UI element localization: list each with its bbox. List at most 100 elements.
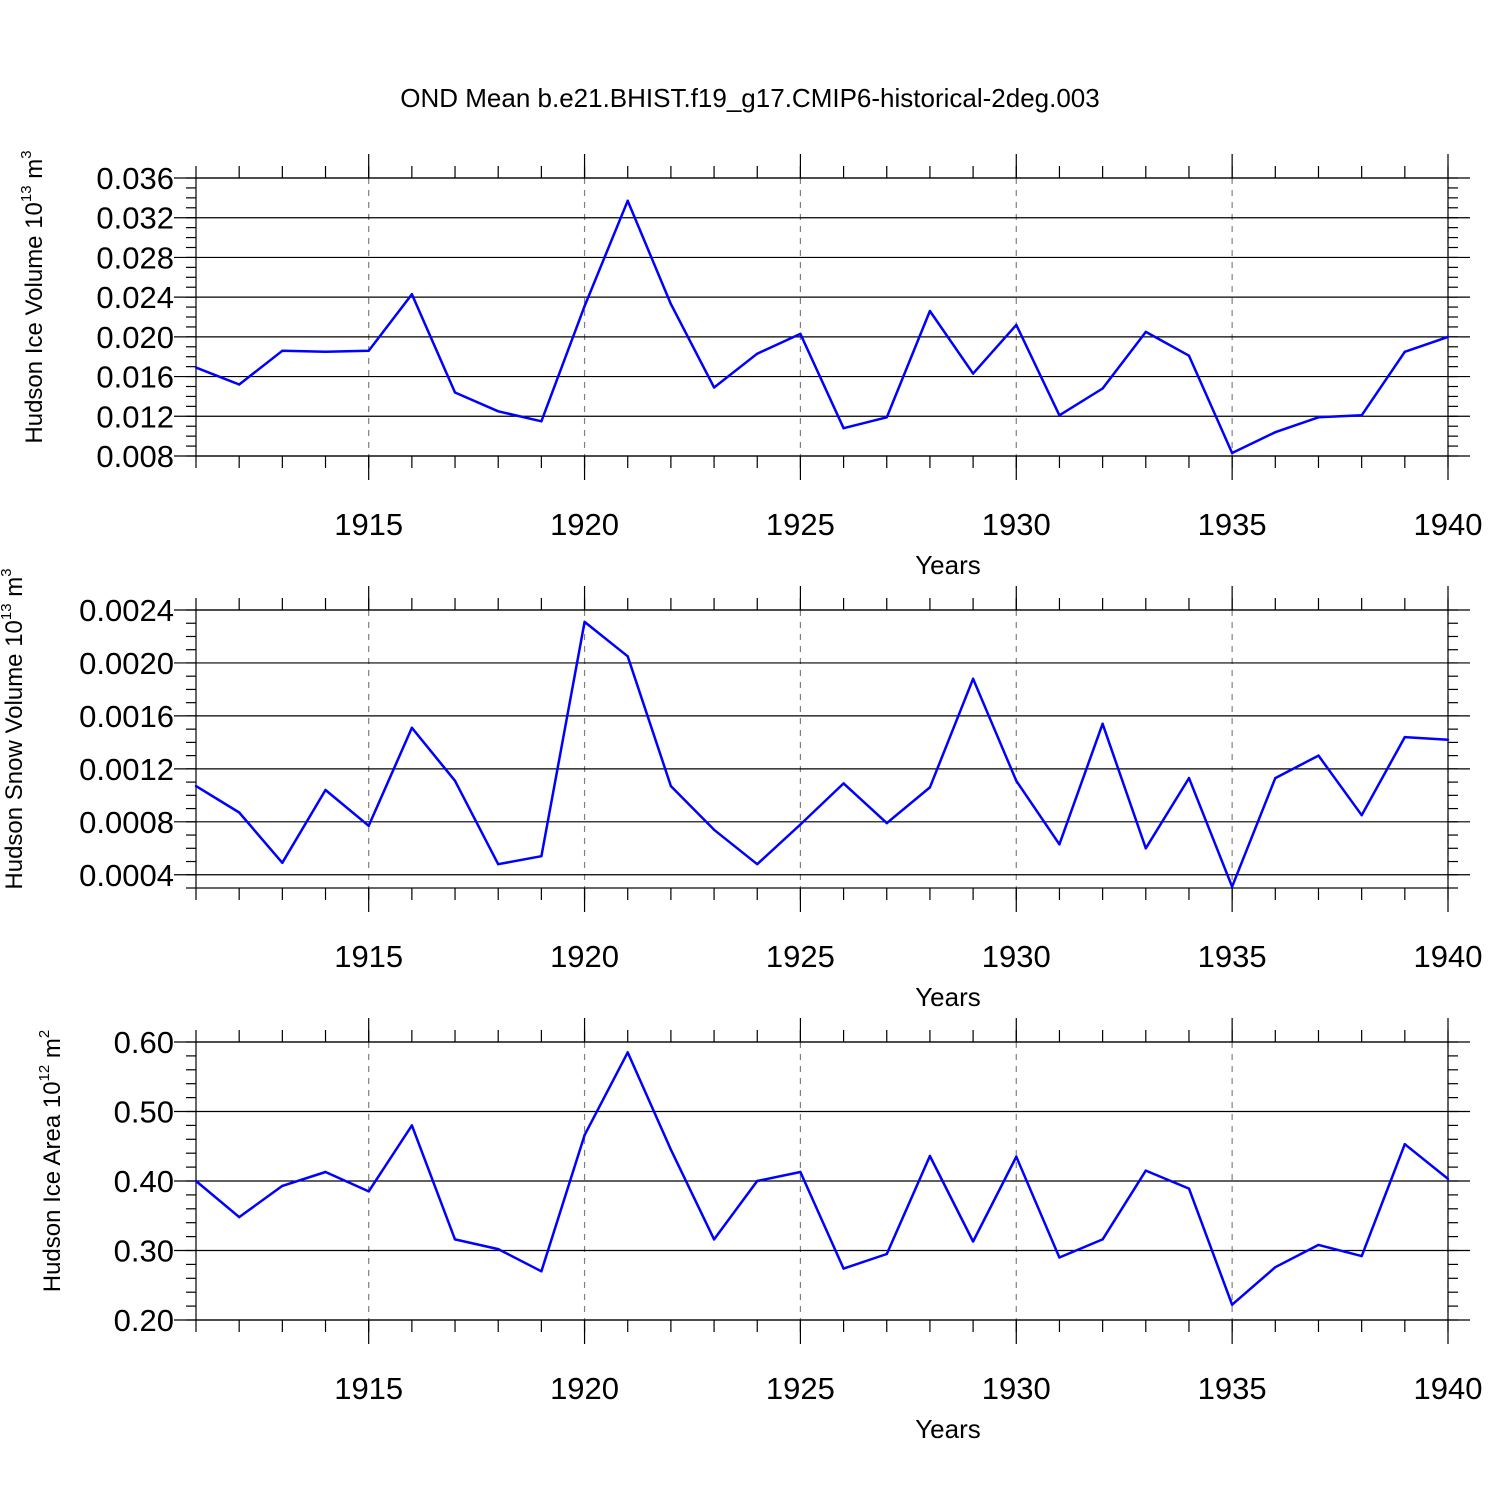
- data-point: [1317, 416, 1320, 419]
- y-tick-label: 0.0004: [79, 858, 174, 893]
- data-point: [1274, 776, 1277, 780]
- data-point: [1187, 1187, 1191, 1190]
- data-point: [367, 824, 370, 827]
- data-point: [1101, 387, 1104, 390]
- y-tick-label: 0.60: [114, 1025, 174, 1060]
- panel-1: 1915 1920 1925 1930 1935 1940 0.008 0.012 0.016 0…: [18, 150, 1482, 580]
- data-point: [799, 823, 802, 826]
- y-axis-label-unit: m: [39, 1038, 66, 1065]
- y-axis-label: Hudson Ice Volume 1013 m3: [18, 150, 48, 443]
- x-tick-label: 1935: [1198, 939, 1267, 974]
- data-point: [712, 386, 716, 389]
- data-point: [1015, 323, 1018, 327]
- data-point: [410, 726, 414, 730]
- x-tick-label: 1925: [766, 939, 835, 974]
- data-point: [1446, 1177, 1450, 1181]
- data-point: [885, 416, 888, 419]
- data-point: [237, 811, 241, 814]
- data-point: [1058, 1256, 1061, 1259]
- data-point: [540, 855, 543, 858]
- x-tick-label: 1930: [982, 1371, 1051, 1406]
- data-point: [410, 1124, 414, 1127]
- data-point: [928, 786, 932, 789]
- data-point: [971, 677, 975, 681]
- x-tick-label: 1915: [334, 1371, 403, 1406]
- y-tick-label: 0.20: [114, 1303, 174, 1338]
- data-point: [971, 372, 975, 375]
- data-point: [885, 821, 888, 825]
- data-point: [1446, 335, 1450, 339]
- y-tick-label: 0.020: [96, 320, 174, 355]
- panels: 1915 1920 1925 1930 1935 1940 0.008 0.012 0.016 0…: [0, 150, 1482, 1444]
- data-point: [1187, 776, 1191, 780]
- data-point: [669, 784, 673, 788]
- data-point: [1144, 330, 1147, 334]
- data-point: [194, 1179, 198, 1183]
- data-point: [1058, 414, 1061, 417]
- series-line: [195, 199, 1449, 455]
- data-point: [799, 1170, 802, 1174]
- data-point: [1101, 722, 1104, 726]
- panel-3: 1915 1920 1925 1930 1935 1940 0.20 0.30 0.40 0.50…: [36, 1018, 1482, 1444]
- data-point: [324, 1170, 327, 1174]
- y-tick-label: 0.024: [96, 280, 174, 315]
- series-line: [195, 1051, 1449, 1306]
- x-tick-label: 1920: [550, 1371, 619, 1406]
- data-point: [756, 352, 759, 355]
- data-point: [324, 788, 327, 792]
- data-point: [1317, 754, 1320, 757]
- data-point: [1403, 735, 1407, 739]
- data-point: [367, 1190, 370, 1193]
- x-tick-label: 1915: [334, 507, 403, 542]
- data-point: [497, 410, 500, 413]
- y-tick-label: 0.0024: [79, 593, 174, 628]
- data-point: [497, 862, 500, 866]
- data-point: [1230, 1303, 1234, 1306]
- plot-frame: [195, 177, 1449, 457]
- data-point: [1274, 430, 1277, 434]
- y-tick-label: 0.40: [114, 1164, 174, 1199]
- data-point: [842, 427, 845, 430]
- x-axis-label: Years: [915, 550, 981, 580]
- data-point: [237, 383, 241, 386]
- data-point: [928, 309, 932, 313]
- x-axis-label: Years: [915, 1414, 981, 1444]
- data-point: [1015, 1155, 1018, 1158]
- data-point: [1144, 1169, 1147, 1172]
- x-tick-label: 1920: [550, 939, 619, 974]
- y-axis-label-unit-exponent: 3: [18, 150, 35, 158]
- y-axis-label: Hudson Snow Volume 1013 m3: [0, 568, 28, 889]
- y-axis-label-unit: m: [1, 577, 28, 604]
- data-point: [1015, 779, 1018, 782]
- data-point: [756, 1179, 759, 1183]
- x-tick-label: 1935: [1198, 1371, 1267, 1406]
- data-point: [799, 332, 802, 336]
- y-tick-label: 0.036: [96, 161, 174, 196]
- x-tick-label: 1940: [1414, 507, 1483, 542]
- data-point: [583, 1133, 586, 1137]
- data-point: [1403, 1142, 1407, 1146]
- y-tick-label: 0.30: [114, 1234, 174, 1269]
- data-point: [1230, 451, 1234, 455]
- y-axis-label-exponent: 13: [18, 185, 35, 202]
- data-point: [281, 349, 284, 352]
- y-tick-label: 0.032: [96, 201, 174, 236]
- data-point: [453, 779, 457, 782]
- data-point: [626, 199, 629, 203]
- series-line: [195, 620, 1449, 888]
- data-point: [756, 862, 759, 866]
- data-point: [669, 1148, 673, 1151]
- y-tick-label: 0.012: [96, 399, 174, 434]
- x-tick-label: 1940: [1414, 1371, 1483, 1406]
- y-tick-label: 0.0012: [79, 752, 174, 787]
- data-point: [842, 1267, 845, 1270]
- data-point: [1144, 847, 1147, 850]
- data-point: [1317, 1243, 1320, 1247]
- y-axis-label-unit-exponent: 2: [36, 1030, 53, 1038]
- data-point: [583, 620, 586, 624]
- data-point: [237, 1215, 241, 1219]
- y-tick-label: 0.0016: [79, 699, 174, 734]
- data-point: [410, 292, 414, 296]
- x-tick-label: 1935: [1198, 507, 1267, 542]
